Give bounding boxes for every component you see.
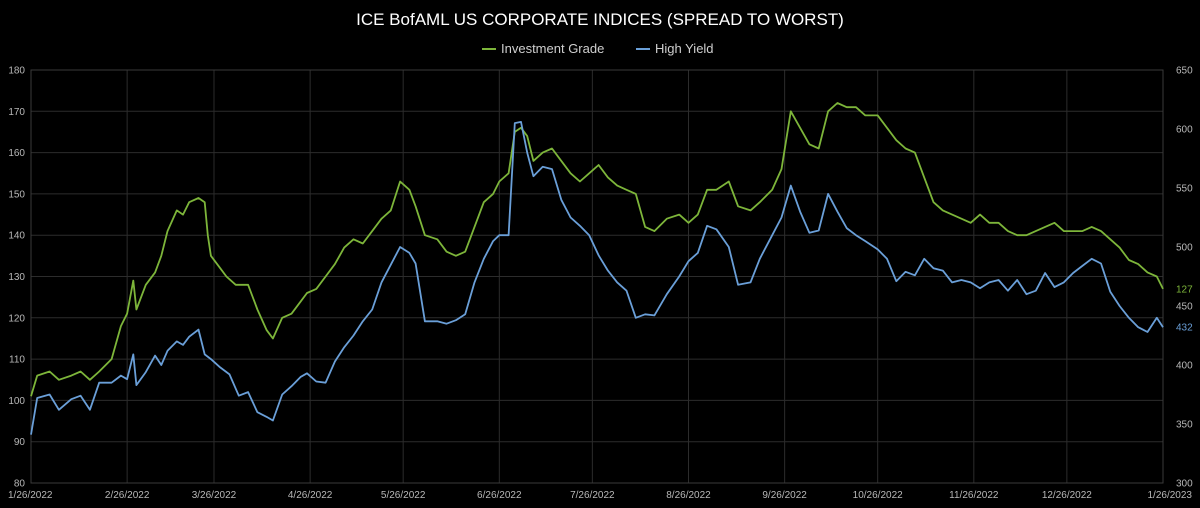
left-y-axis: 80 90 100 110 120 130 140 150 160 170 180 bbox=[8, 66, 25, 490]
y-right-tick-label: 500 bbox=[1176, 243, 1193, 254]
legend-hy-label: High Yield bbox=[655, 41, 714, 56]
x-tick-label: 6/26/2022 bbox=[477, 490, 522, 501]
y-left-tick-label: 100 bbox=[8, 396, 25, 407]
legend: Investment Grade High Yield bbox=[482, 41, 714, 56]
y-right-tick-label: 650 bbox=[1176, 66, 1193, 77]
y-right-tick-label: 300 bbox=[1176, 479, 1193, 490]
gridlines bbox=[30, 69, 1164, 484]
y-right-tick-label: 600 bbox=[1176, 125, 1193, 136]
x-tick-label: 2/26/2022 bbox=[105, 490, 150, 501]
x-tick-label: 3/26/2022 bbox=[192, 490, 237, 501]
y-right-tick-label: 350 bbox=[1176, 420, 1193, 431]
x-tick-label: 8/26/2022 bbox=[666, 490, 711, 501]
y-right-tick-label: 450 bbox=[1176, 302, 1193, 313]
y-left-tick-label: 150 bbox=[8, 189, 25, 200]
x-tick-label: 1/26/2023 bbox=[1148, 490, 1193, 501]
plot-frame bbox=[30, 69, 1164, 484]
y-left-tick-label: 180 bbox=[8, 66, 25, 77]
chart-title: ICE BofAML US CORPORATE INDICES (SPREAD … bbox=[356, 10, 844, 29]
x-tick-label: 4/26/2022 bbox=[288, 490, 333, 501]
investment-grade-end-label: 127 bbox=[1176, 284, 1193, 295]
x-tick-label: 9/26/2022 bbox=[762, 490, 807, 501]
x-tick-label: 1/26/2022 bbox=[8, 490, 53, 501]
x-tick-label: 5/26/2022 bbox=[381, 490, 426, 501]
high-yield-end-label: 432 bbox=[1176, 323, 1193, 334]
x-tick-label: 10/26/2022 bbox=[853, 490, 903, 501]
y-left-tick-label: 120 bbox=[8, 313, 25, 324]
investment-grade-line bbox=[30, 102, 1164, 397]
x-axis: 1/26/2022 2/26/2022 3/26/2022 4/26/2022 5/26… bbox=[8, 490, 1192, 501]
series-layer bbox=[30, 102, 1164, 435]
y-left-tick-label: 140 bbox=[8, 231, 25, 242]
y-left-tick-label: 90 bbox=[14, 437, 26, 448]
x-tick-label: 11/26/2022 bbox=[949, 490, 999, 501]
y-right-tick-label: 400 bbox=[1176, 361, 1193, 372]
x-tick-label: 7/26/2022 bbox=[570, 490, 615, 501]
end-labels: 127 432 bbox=[1176, 284, 1193, 333]
y-left-tick-label: 130 bbox=[8, 272, 25, 283]
y-left-tick-label: 110 bbox=[9, 355, 25, 366]
right-y-axis: 300 350 400 450 500 550 600 650 bbox=[1176, 66, 1193, 490]
high-yield-line bbox=[30, 121, 1164, 435]
y-left-tick-label: 170 bbox=[8, 107, 25, 118]
y-left-tick-label: 160 bbox=[8, 148, 25, 159]
legend-ig-label: Investment Grade bbox=[501, 41, 604, 56]
y-right-tick-label: 550 bbox=[1176, 184, 1193, 195]
y-left-tick-label: 80 bbox=[14, 479, 26, 490]
x-tick-label: 12/26/2022 bbox=[1042, 490, 1092, 501]
